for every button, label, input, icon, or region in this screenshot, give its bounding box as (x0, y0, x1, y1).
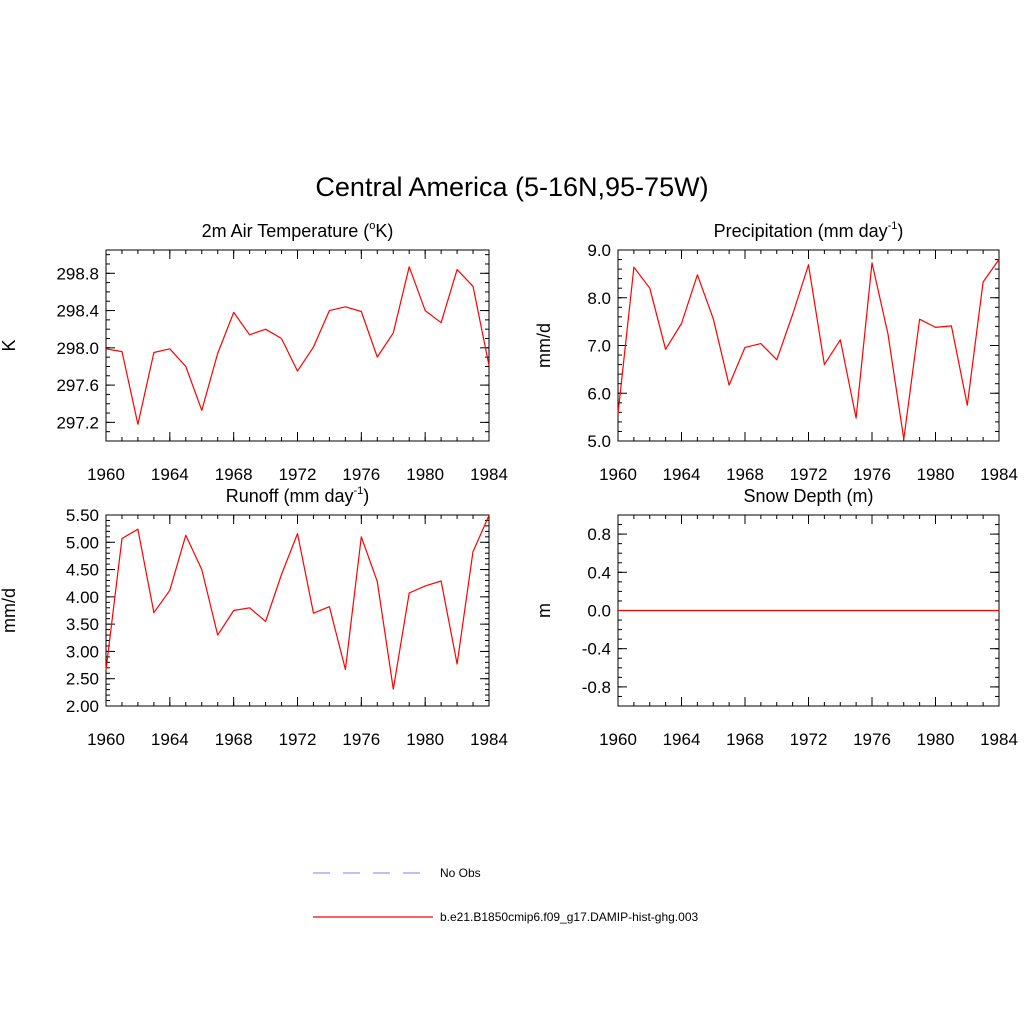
y-tick-label: 3.00 (66, 642, 99, 661)
x-tick-label: 1972 (790, 730, 828, 749)
series-line (105, 266, 490, 425)
figure-title: Central America (5-16N,95-75W) (315, 172, 708, 202)
y-tick-label: 5.00 (66, 533, 99, 552)
panel-3: 1960 1964 1968 1972 1976 1980 1984 -0.8 -0.4 0.0 0… (534, 486, 1018, 749)
legend: No Obs b.e21.B1850cmip6.f09_g17.DAMIP-hi… (313, 866, 698, 924)
y-tick-label: 2.00 (66, 697, 99, 716)
x-tick-label: 1980 (406, 465, 444, 484)
y-tick-label: 0.0 (587, 602, 611, 621)
y-tick-label: 3.50 (66, 615, 99, 634)
panel-title-tail: K) (375, 221, 393, 241)
x-tick-label: 1968 (215, 465, 253, 484)
legend-label-model: b.e21.B1850cmip6.f09_g17.DAMIP-hist-ghg.… (440, 910, 698, 924)
series-line (617, 259, 1000, 440)
y-tick-label: 297.6 (56, 376, 99, 395)
panel-title-tail: ) (363, 486, 369, 506)
x-tick-label: 1976 (342, 465, 380, 484)
y-tick-label: 9.0 (587, 241, 611, 260)
x-tick-label: 1964 (663, 730, 701, 749)
x-tick-label: 1968 (726, 730, 764, 749)
x-tick-label: 1984 (470, 730, 508, 749)
panel-title: Precipitation (mm day-1) (714, 220, 904, 241)
panel-title-tail: ) (897, 221, 903, 241)
x-tick-label: 1972 (790, 465, 828, 484)
panel-title: 2m Air Temperature (oK) (202, 220, 394, 241)
legend-label-no-obs: No Obs (440, 866, 481, 880)
y-tick-label: 2.50 (66, 670, 99, 689)
x-tick-label: 1972 (279, 465, 317, 484)
x-tick-label: 1976 (853, 465, 891, 484)
plot-frame (105, 514, 490, 707)
y-axis-label: m (534, 603, 554, 618)
x-tick-label: 1976 (853, 730, 891, 749)
y-axis-label: mm/d (0, 588, 19, 633)
y-tick-label: 298.0 (56, 339, 99, 358)
x-tick-label: 1984 (980, 465, 1018, 484)
y-tick-label: -0.4 (582, 640, 611, 659)
y-tick-label: -0.8 (582, 678, 611, 697)
x-tick-label: 1964 (663, 465, 701, 484)
y-tick-label: 8.0 (587, 289, 611, 308)
x-tick-label: 1980 (917, 730, 955, 749)
x-tick-label: 1964 (151, 730, 189, 749)
panel-0: 1960 1964 1968 1972 1976 1980 1984 297.2 297.6 29… (0, 220, 508, 484)
y-tick-label: 298.4 (56, 302, 99, 321)
panel-title-sup: -1 (888, 220, 898, 232)
y-tick-label: 5.50 (66, 506, 99, 525)
panel-2: 1960 1964 1968 1972 1976 1980 1984 2.00 2.50 3.00… (0, 485, 508, 749)
panel-title-sup: -1 (353, 485, 363, 497)
y-axis-label: mm/d (534, 323, 554, 368)
panel-title-main: Runoff (mm day (226, 486, 354, 506)
x-tick-label: 1960 (599, 730, 637, 749)
panel-title: Snow Depth (m) (743, 486, 873, 506)
panel-title-main: Precipitation (mm day (714, 221, 888, 241)
y-axis-label: K (0, 339, 19, 351)
y-tick-label: 5.0 (587, 432, 611, 451)
panel-title: Runoff (mm day-1) (226, 485, 370, 506)
panel-1: 1960 1964 1968 1972 1976 1980 1984 5.0 6.0 7.0 8.0… (534, 220, 1018, 484)
x-tick-label: 1968 (215, 730, 253, 749)
panel-title-sup: o (369, 220, 375, 232)
x-tick-label: 1980 (917, 465, 955, 484)
x-tick-label: 1960 (87, 465, 125, 484)
x-tick-label: 1964 (151, 465, 189, 484)
y-tick-label: 6.0 (587, 384, 611, 403)
x-tick-label: 1968 (726, 465, 764, 484)
y-tick-label: 7.0 (587, 337, 611, 356)
y-tick-label: 0.8 (587, 525, 611, 544)
x-tick-label: 1984 (980, 730, 1018, 749)
x-tick-label: 1976 (342, 730, 380, 749)
panel-title-main: Snow Depth (m) (743, 486, 873, 506)
plot-frame (617, 249, 1000, 442)
y-tick-label: 0.4 (587, 563, 611, 582)
panels: 1960 1964 1968 1972 1976 1980 1984 297.2 297.6 29… (0, 220, 1018, 749)
y-tick-label: 4.50 (66, 561, 99, 580)
y-tick-label: 297.2 (56, 413, 99, 432)
x-tick-label: 1972 (279, 730, 317, 749)
plot-frame (105, 249, 490, 442)
x-tick-label: 1960 (87, 730, 125, 749)
x-tick-label: 1980 (406, 730, 444, 749)
x-tick-label: 1984 (470, 465, 508, 484)
y-tick-label: 298.8 (56, 264, 99, 283)
y-tick-label: 4.00 (66, 588, 99, 607)
panel-title-main: 2m Air Temperature ( (202, 221, 370, 241)
series-line (105, 515, 490, 690)
x-tick-label: 1960 (599, 465, 637, 484)
